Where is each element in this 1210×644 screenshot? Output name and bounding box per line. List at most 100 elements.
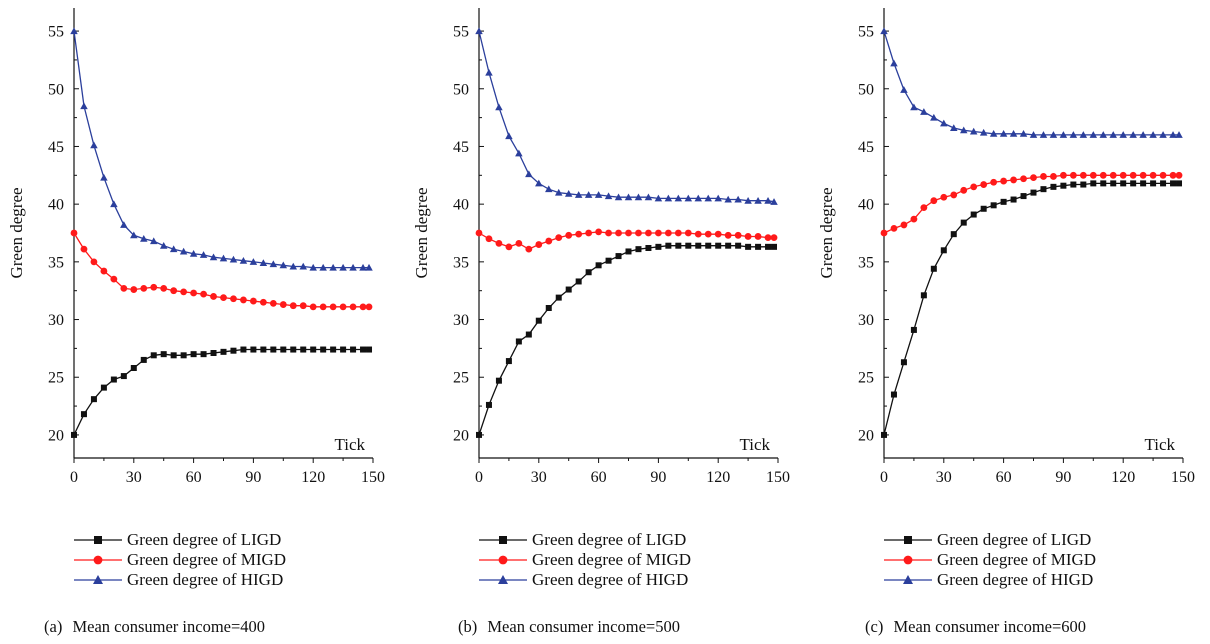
data-point [199,251,208,258]
data-point [960,219,967,226]
data-point [960,186,968,194]
caption-text-a: Mean consumer income=400 [72,617,266,636]
x-tick-label: 30 [531,469,547,486]
data-point [140,356,147,363]
series-hig-b [475,27,778,205]
data-point [744,196,752,204]
data-point [910,326,917,333]
data-point [279,261,288,269]
data-point [120,221,128,228]
data-point [1080,181,1087,188]
data-point [169,245,178,253]
x-axis-title: Tick [334,435,365,454]
data-point [674,229,682,237]
data-point [695,242,702,249]
data-point [329,263,337,271]
data-point [654,194,663,202]
x-tick-label: 0 [70,469,78,486]
data-point [645,245,652,251]
x-tick-label: 60 [186,469,202,486]
data-point [190,289,198,297]
data-point [764,234,772,242]
data-point [90,258,98,266]
data-point [1050,173,1057,180]
y-tick-label: 50 [48,81,64,98]
data-point [554,188,563,196]
y-tick-label: 45 [858,139,874,156]
legend-b: Green degree of LIGD Green degree of MIGD… [477,530,797,590]
data-point [714,230,722,238]
data-point [180,352,187,359]
data-point [1010,196,1017,203]
data-point [130,365,137,371]
data-point [150,352,157,359]
legend-swatch [74,555,122,565]
data-point [745,243,752,250]
data-point [1009,130,1018,137]
data-point [970,211,977,218]
data-point [1100,180,1107,187]
data-point [130,231,138,239]
data-point [1039,131,1048,138]
x-tick-label: 150 [1171,469,1195,486]
data-point [190,351,197,358]
series-line [883,182,1179,436]
data-point [735,242,742,249]
data-point [920,108,928,115]
data-point [476,431,482,438]
chart-a: 20 25 30 35 40 45 50 55 0 30 60 90 120 150 Green degre… [7,8,385,486]
data-point [1160,180,1167,187]
series-hig-c [880,27,1183,138]
data-point [585,269,592,276]
chart-b: 20 25 30 35 40 45 50 55 0 30 60 90 120 150 Green degre… [412,8,790,486]
x-tick-label: 30 [126,469,142,486]
data-point [100,267,108,275]
legend-swatch [479,536,527,544]
data-point [350,346,357,353]
y-axis-title: Green degree [817,187,836,278]
data-point [1050,183,1057,190]
data-point [179,247,188,255]
data-point [664,229,672,237]
y-tick-label: 20 [48,427,64,444]
data-point [881,431,887,438]
y-tick-label: 40 [858,197,874,214]
data-point [1119,131,1127,138]
x-tick-label: 60 [996,469,1012,486]
data-point [1159,171,1167,179]
data-point [269,260,278,268]
data-point [890,391,897,398]
data-point [755,243,762,250]
data-point [290,346,297,353]
panel-b: 20 25 30 35 40 45 50 55 0 30 60 90 120 150 Green degre… [405,0,805,644]
data-point [930,265,937,272]
data-point [495,103,503,111]
caption-text-b: Mean consumer income=500 [487,617,680,636]
data-point [485,235,493,243]
x-tick-label: 90 [1055,469,1071,486]
data-point [555,294,562,301]
caption-tag-b: (b) [458,617,478,636]
data-point [969,127,978,135]
data-point [990,202,997,209]
data-point [495,377,502,384]
data-point [289,302,297,310]
chart-c: 20 25 30 35 40 45 50 55 0 30 60 90 120 150 Green degre… [817,8,1195,486]
data-point [1130,180,1137,187]
data-point [655,243,662,250]
data-point [1169,171,1177,179]
data-point [605,257,612,264]
data-point [950,231,957,238]
legend-item-lig: Green degree of LIGD [882,530,1202,550]
data-point [694,194,703,202]
data-point [300,346,307,353]
data-point [90,396,97,403]
data-point [725,242,732,249]
data-point [1020,193,1027,200]
data-point [1175,171,1183,179]
data-point [100,173,108,181]
y-tick-label: 55 [48,24,64,41]
y-tick-label: 35 [453,254,469,271]
data-point [770,234,778,242]
data-point [1040,173,1047,180]
